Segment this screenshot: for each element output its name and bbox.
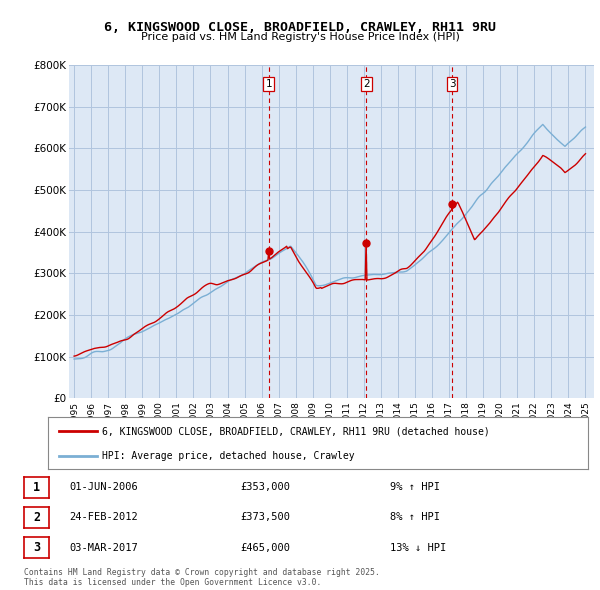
Text: 6, KINGSWOOD CLOSE, BROADFIELD, CRAWLEY, RH11 9RU: 6, KINGSWOOD CLOSE, BROADFIELD, CRAWLEY,… xyxy=(104,21,496,34)
Text: 01-JUN-2006: 01-JUN-2006 xyxy=(69,483,138,492)
Text: 6, KINGSWOOD CLOSE, BROADFIELD, CRAWLEY, RH11 9RU (detached house): 6, KINGSWOOD CLOSE, BROADFIELD, CRAWLEY,… xyxy=(102,426,490,436)
Text: £465,000: £465,000 xyxy=(240,543,290,552)
Text: 2: 2 xyxy=(363,78,370,88)
Text: 8% ↑ HPI: 8% ↑ HPI xyxy=(390,513,440,522)
Text: £373,500: £373,500 xyxy=(240,513,290,522)
Text: 24-FEB-2012: 24-FEB-2012 xyxy=(69,513,138,522)
Text: £353,000: £353,000 xyxy=(240,483,290,492)
Text: Contains HM Land Registry data © Crown copyright and database right 2025.
This d: Contains HM Land Registry data © Crown c… xyxy=(24,568,380,587)
Text: 2: 2 xyxy=(33,511,40,524)
Text: 3: 3 xyxy=(449,78,455,88)
Text: HPI: Average price, detached house, Crawley: HPI: Average price, detached house, Craw… xyxy=(102,451,355,461)
Text: 13% ↓ HPI: 13% ↓ HPI xyxy=(390,543,446,552)
Text: Price paid vs. HM Land Registry's House Price Index (HPI): Price paid vs. HM Land Registry's House … xyxy=(140,32,460,42)
Text: 03-MAR-2017: 03-MAR-2017 xyxy=(69,543,138,552)
Text: 1: 1 xyxy=(33,481,40,494)
Text: 3: 3 xyxy=(33,541,40,554)
Text: 9% ↑ HPI: 9% ↑ HPI xyxy=(390,483,440,492)
Text: 1: 1 xyxy=(265,78,272,88)
